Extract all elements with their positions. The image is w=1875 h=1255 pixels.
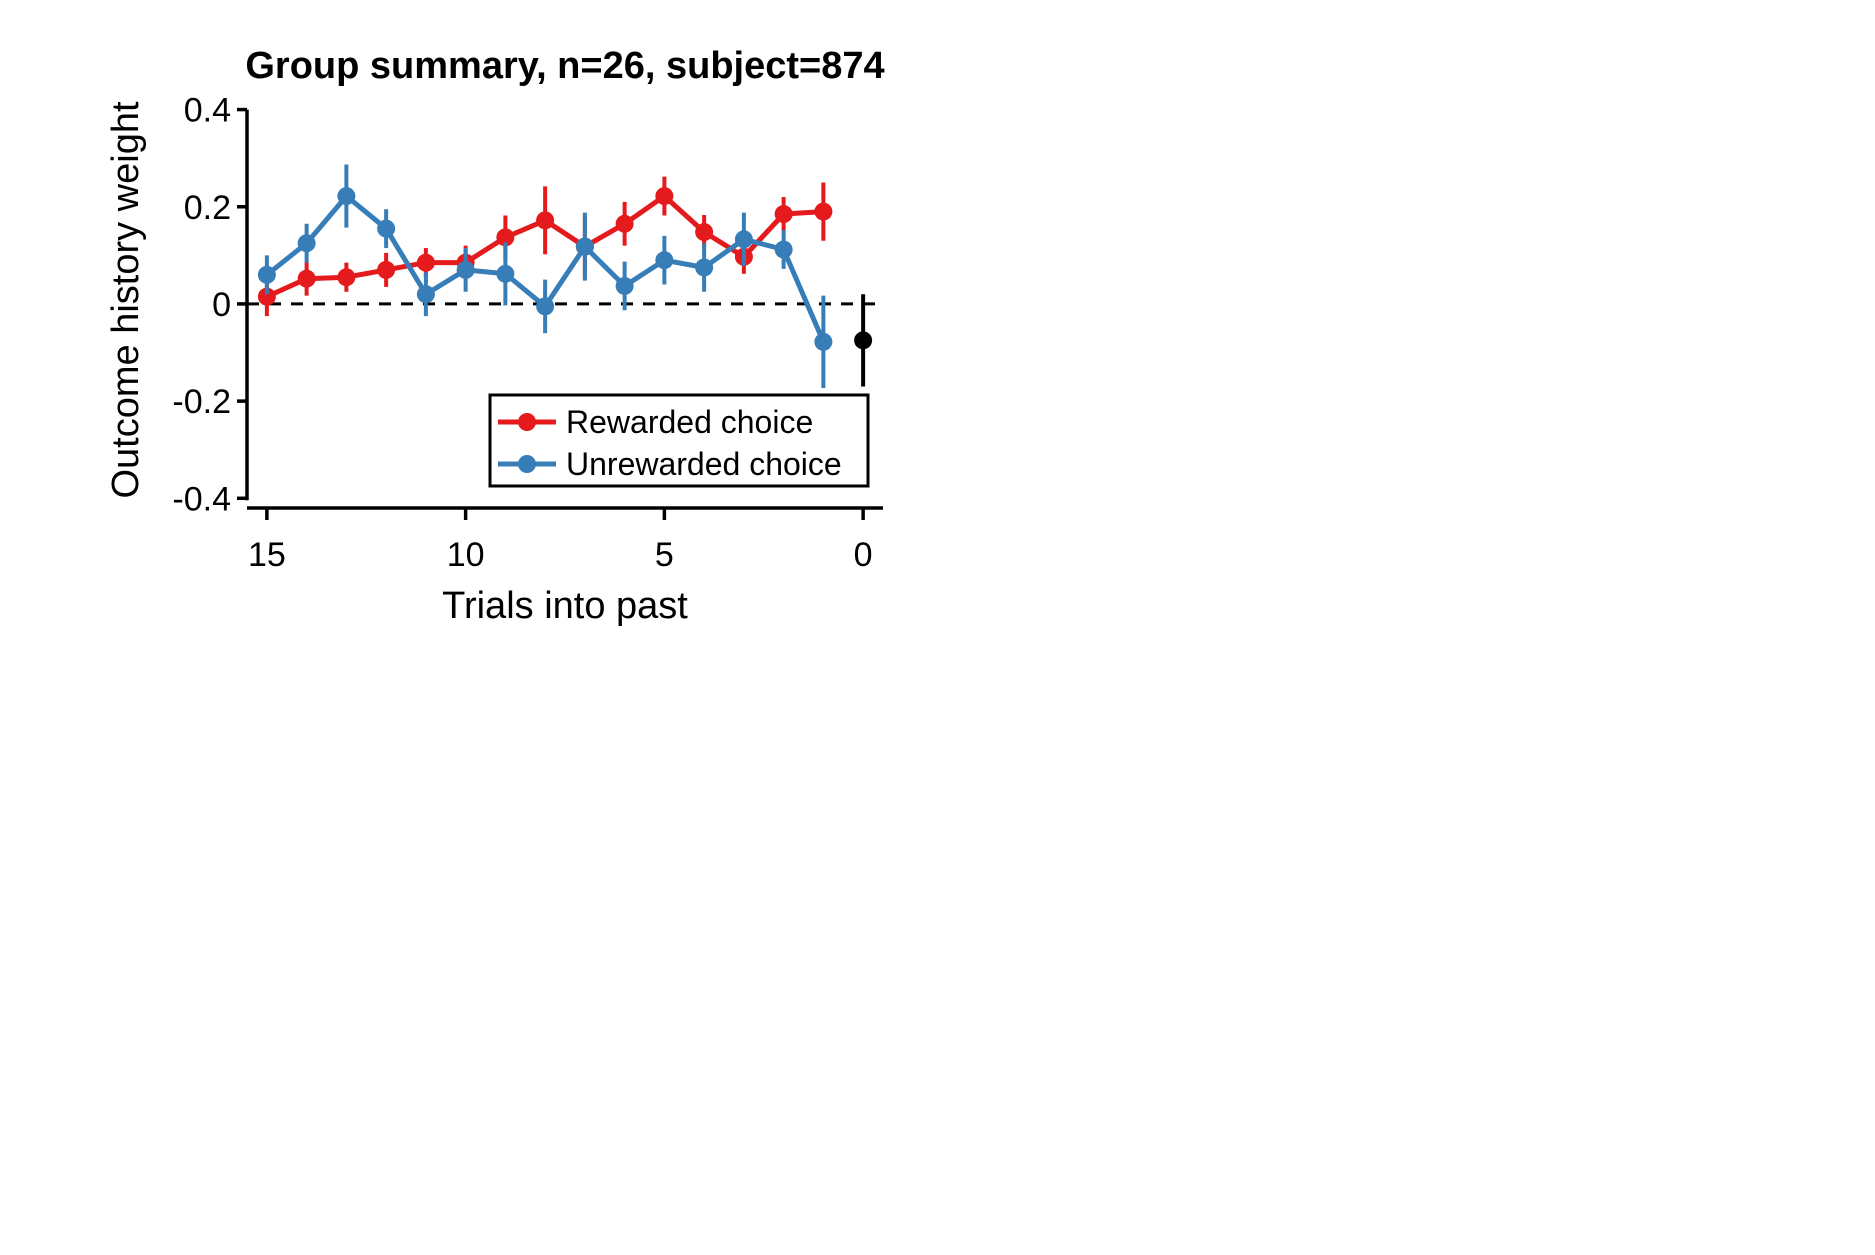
- data-point: [774, 205, 793, 224]
- data-point: [416, 253, 435, 272]
- axes: 0.4 0.2 0 -0.2 -0.4 15 10 5 0: [172, 92, 883, 574]
- data-point: [655, 251, 674, 270]
- data-point: [416, 285, 435, 304]
- data-point: [257, 265, 276, 284]
- data-point: [655, 187, 674, 206]
- data-point: [615, 214, 634, 233]
- data-point: [536, 297, 555, 316]
- legend-swatch-marker: [518, 455, 536, 473]
- data-point: [814, 202, 833, 221]
- y-tick-label: 0.4: [184, 92, 231, 130]
- data-point: [774, 240, 793, 259]
- y-tick-label: 0: [212, 286, 231, 324]
- data-point: [814, 332, 833, 351]
- series-layer: [257, 164, 873, 388]
- legend-label: Rewarded choice: [566, 404, 813, 440]
- y-axis-label: Outcome history weight: [105, 101, 147, 498]
- data-point: [377, 219, 396, 238]
- bias-point: [854, 331, 873, 350]
- chart-title: Group summary, n=26, subject=874: [245, 45, 884, 87]
- data-point: [297, 269, 316, 288]
- y-tick-label: -0.2: [172, 383, 231, 421]
- y-tick-label: -0.4: [172, 480, 231, 518]
- data-point: [496, 264, 515, 283]
- data-point: [377, 260, 396, 279]
- data-point: [615, 276, 634, 295]
- data-point: [297, 234, 316, 253]
- x-tick-label: 10: [447, 536, 485, 574]
- legend: Rewarded choice Unrewarded choice: [488, 393, 870, 488]
- data-point: [695, 223, 714, 242]
- data-point: [337, 187, 356, 206]
- y-tick-label: 0.2: [184, 189, 231, 227]
- legend-label: Unrewarded choice: [566, 446, 842, 482]
- legend-swatch-marker: [518, 413, 536, 431]
- data-point: [456, 260, 475, 279]
- x-tick-label: 5: [655, 536, 674, 574]
- data-point: [496, 228, 515, 247]
- series-2: [257, 164, 833, 388]
- data-point: [695, 258, 714, 277]
- legend-box: [488, 393, 870, 488]
- data-point: [257, 287, 276, 306]
- data-point: [575, 237, 594, 256]
- x-tick-label: 15: [248, 536, 286, 574]
- data-point: [337, 268, 356, 287]
- data-point: [536, 211, 555, 230]
- data-point: [734, 230, 753, 249]
- x-tick-label: 0: [854, 536, 873, 574]
- x-axis-label: Trials into past: [442, 585, 688, 627]
